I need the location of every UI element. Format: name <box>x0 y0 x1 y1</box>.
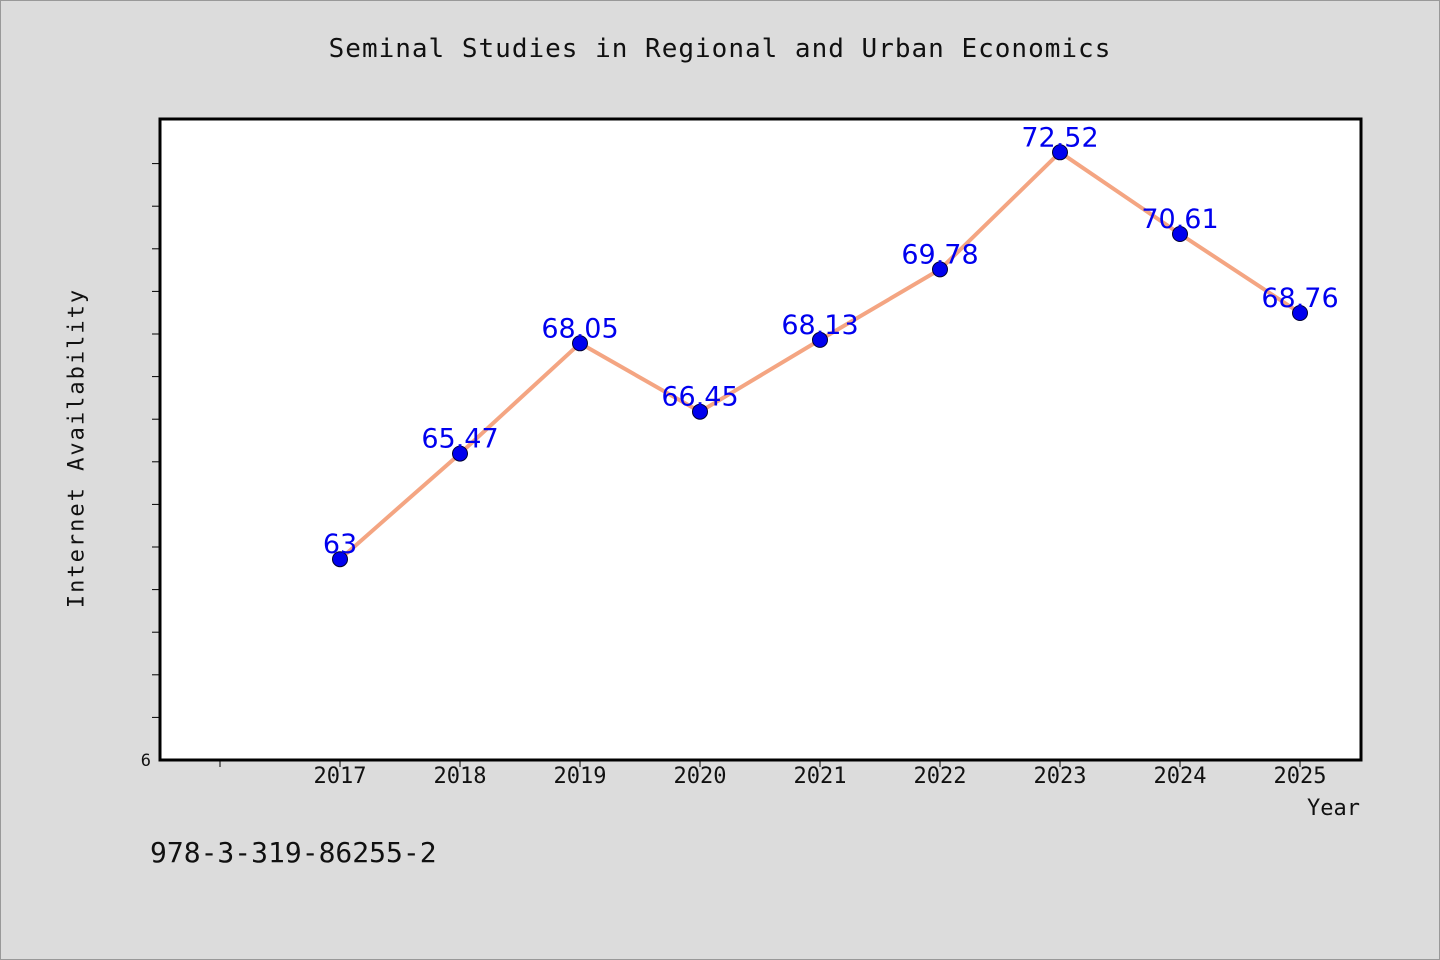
chart-title: Seminal Studies in Regional and Urban Ec… <box>328 34 1112 64</box>
data-point <box>1172 226 1188 242</box>
data-markers <box>332 144 1308 568</box>
x-axis-tick-labels: 2017 2018 2019 2020 2021 2022 2023 2024 2025 <box>314 764 1327 789</box>
x-tick-label: 2024 <box>1154 764 1207 789</box>
data-point <box>692 403 708 420</box>
x-tick-label: 2019 <box>554 764 607 789</box>
plot-area <box>158 117 1363 762</box>
data-label: 69.78 <box>901 239 978 270</box>
x-tick-label: 2021 <box>794 764 847 789</box>
isbn-footer: 978-3-319-86255-2 <box>150 836 437 869</box>
data-point <box>572 335 588 352</box>
y-axis-ticks <box>152 163 160 718</box>
data-point <box>452 445 468 462</box>
data-label: 65.47 <box>421 424 498 455</box>
data-label: 72.52 <box>1021 122 1098 153</box>
y-tick-label: 6 <box>141 751 151 771</box>
x-axis-ticks <box>219 760 1301 767</box>
x-tick-label: 2017 <box>314 764 367 789</box>
data-label: 66.45 <box>661 382 738 413</box>
x-tick-label: 2023 <box>1034 764 1087 789</box>
data-point <box>1052 144 1068 161</box>
data-labels: 63 65.47 68.05 66.45 68.13 69.78 72.52 70.61 68.… <box>323 122 1339 560</box>
data-label: 68.13 <box>781 310 858 341</box>
data-label: 70.61 <box>1141 204 1218 235</box>
data-point <box>932 261 948 278</box>
x-tick-label: 2025 <box>1274 764 1327 789</box>
data-label: 63 <box>323 529 357 560</box>
data-label: 68.05 <box>541 313 618 344</box>
x-tick-label: 2020 <box>674 764 727 789</box>
data-point <box>812 331 828 348</box>
data-label: 68.76 <box>1261 283 1338 314</box>
x-tick-label: 2022 <box>914 764 967 789</box>
x-axis-label: Year <box>1307 796 1360 821</box>
data-point <box>1292 305 1308 321</box>
x-tick-label: 2018 <box>434 764 487 789</box>
data-point <box>332 551 348 568</box>
